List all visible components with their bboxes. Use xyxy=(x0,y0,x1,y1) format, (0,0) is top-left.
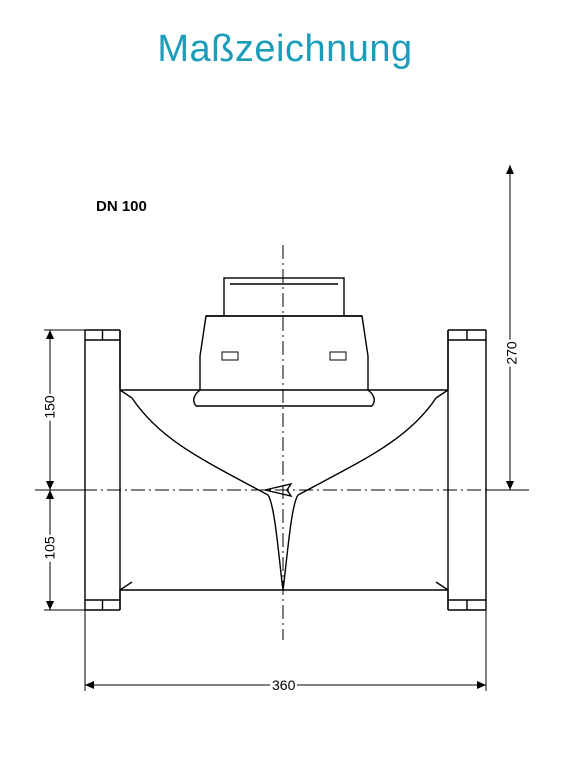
dim-label-overall: 270 xyxy=(504,339,520,366)
dimensional-drawing xyxy=(0,0,570,779)
dim-label-half-top: 150 xyxy=(42,393,58,420)
dim-label-half-bottom: 105 xyxy=(42,534,58,561)
dim-label-width: 360 xyxy=(270,677,297,693)
